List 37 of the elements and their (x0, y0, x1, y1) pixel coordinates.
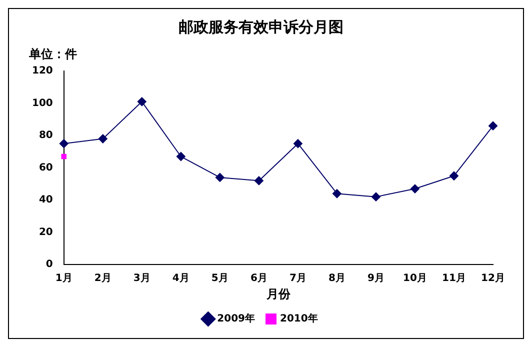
legend-label: 2010年 (280, 312, 318, 325)
point (254, 176, 264, 186)
point (176, 152, 186, 162)
point (59, 139, 68, 148)
y-tick-label: 100 (32, 98, 53, 109)
y-tick-label: 0 (46, 259, 53, 270)
x-tick-label: 8月 (328, 273, 346, 284)
legend-label: 2009年 (217, 312, 256, 325)
y-tick-label: 80 (38, 130, 53, 142)
point (371, 192, 380, 202)
point (488, 121, 498, 130)
x-tick-label: 9月 (367, 273, 384, 284)
point (61, 154, 66, 160)
y-tick-label: 120 (32, 66, 53, 77)
x-axis-title: 月份 (265, 286, 292, 301)
point (98, 134, 108, 144)
y-axis-title: 单位：件 (28, 47, 77, 62)
x-tick-label: 5月 (211, 273, 228, 284)
y-tick-label: 40 (38, 194, 53, 206)
x-tick-label: 2月 (94, 273, 112, 284)
x-tick-label: 7月 (289, 273, 306, 284)
x-tick-label: 4月 (172, 273, 190, 284)
point (410, 184, 420, 194)
y-tick-label: 20 (38, 226, 53, 238)
point (137, 97, 146, 106)
x-tick-label: 12月 (481, 273, 505, 284)
y-tick-label: 60 (38, 162, 53, 174)
point (293, 139, 302, 148)
x-tick-label: 1月 (55, 273, 72, 284)
point (215, 172, 224, 182)
point (332, 189, 342, 198)
x-tick-label: 10月 (403, 273, 427, 284)
chart-title: 邮政服务有效申诉分月图 (178, 18, 344, 36)
x-tick-label: 11月 (442, 273, 466, 284)
x-tick-label: 3月 (133, 273, 150, 284)
point (449, 171, 458, 180)
x-tick-label: 6月 (250, 273, 268, 284)
